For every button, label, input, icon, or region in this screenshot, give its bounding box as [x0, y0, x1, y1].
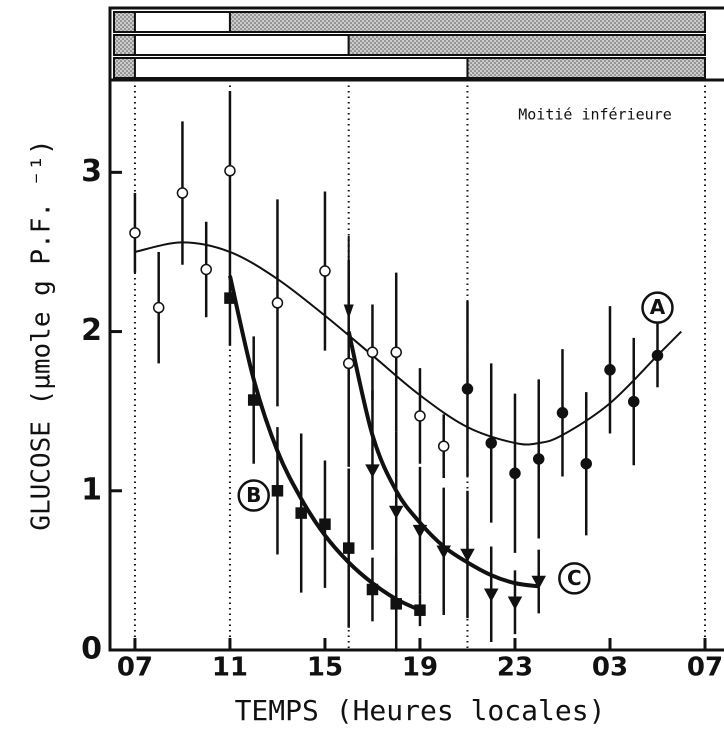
point	[271, 297, 284, 309]
point	[651, 349, 664, 362]
point	[460, 548, 475, 563]
x-tick-label: 03	[592, 653, 628, 683]
point	[414, 410, 426, 422]
series-label-ring	[558, 562, 591, 595]
point	[414, 604, 426, 616]
point	[556, 407, 569, 419]
point	[342, 542, 355, 554]
point	[627, 395, 640, 408]
schedule-light	[133, 34, 350, 56]
point	[365, 464, 380, 478]
x-tick-label: 19	[402, 653, 438, 683]
point	[129, 227, 141, 239]
x-tick-label: 15	[307, 653, 343, 683]
point	[224, 292, 236, 304]
x-axis-label: TEMPS (Heures locales)	[235, 694, 606, 727]
series-label: A	[650, 295, 666, 319]
point	[531, 575, 546, 590]
point	[342, 357, 355, 370]
point	[319, 518, 331, 530]
point	[152, 301, 165, 314]
series-label-ring	[237, 479, 270, 512]
series-label-ring	[641, 291, 674, 324]
y-tick-label: 3	[81, 154, 102, 189]
schedule-light	[133, 11, 231, 33]
annotation: Moitié inférieure	[518, 106, 672, 124]
point	[436, 545, 451, 559]
point	[580, 457, 592, 470]
point	[200, 263, 212, 276]
x-tick-label: 07	[117, 653, 153, 683]
plot-frame	[108, 6, 724, 652]
point	[295, 507, 307, 519]
schedule-dark	[466, 57, 706, 79]
x-tick-label: 07	[687, 653, 723, 683]
x-tick-label: 11	[212, 653, 248, 683]
series-label: C	[567, 566, 582, 590]
point	[390, 598, 402, 610]
point	[366, 583, 379, 596]
x-tick-label: 23	[497, 653, 533, 683]
schedule-dark	[347, 34, 706, 56]
point	[507, 596, 523, 610]
point	[319, 265, 331, 277]
point	[271, 485, 284, 497]
point	[532, 453, 545, 465]
point	[224, 165, 236, 177]
point	[247, 394, 260, 406]
point	[483, 588, 499, 602]
point	[390, 346, 402, 359]
point	[604, 364, 616, 376]
y-tick-label: 2	[81, 313, 102, 348]
point	[366, 346, 379, 359]
point	[461, 383, 474, 395]
point	[485, 437, 497, 449]
point	[509, 467, 521, 480]
y-tick-label: 1	[81, 472, 102, 507]
fit-curve	[134, 241, 682, 446]
point	[437, 440, 450, 452]
point	[176, 187, 189, 199]
schedule-dark	[228, 11, 706, 33]
schedule-light	[133, 57, 469, 79]
point	[388, 505, 404, 520]
y-tick-label: 0	[81, 632, 102, 667]
y-axis-label: GLUCOSE (µmole g P.F. ⁻¹)	[27, 139, 57, 530]
point	[412, 524, 428, 539]
series-label: B	[246, 483, 261, 507]
